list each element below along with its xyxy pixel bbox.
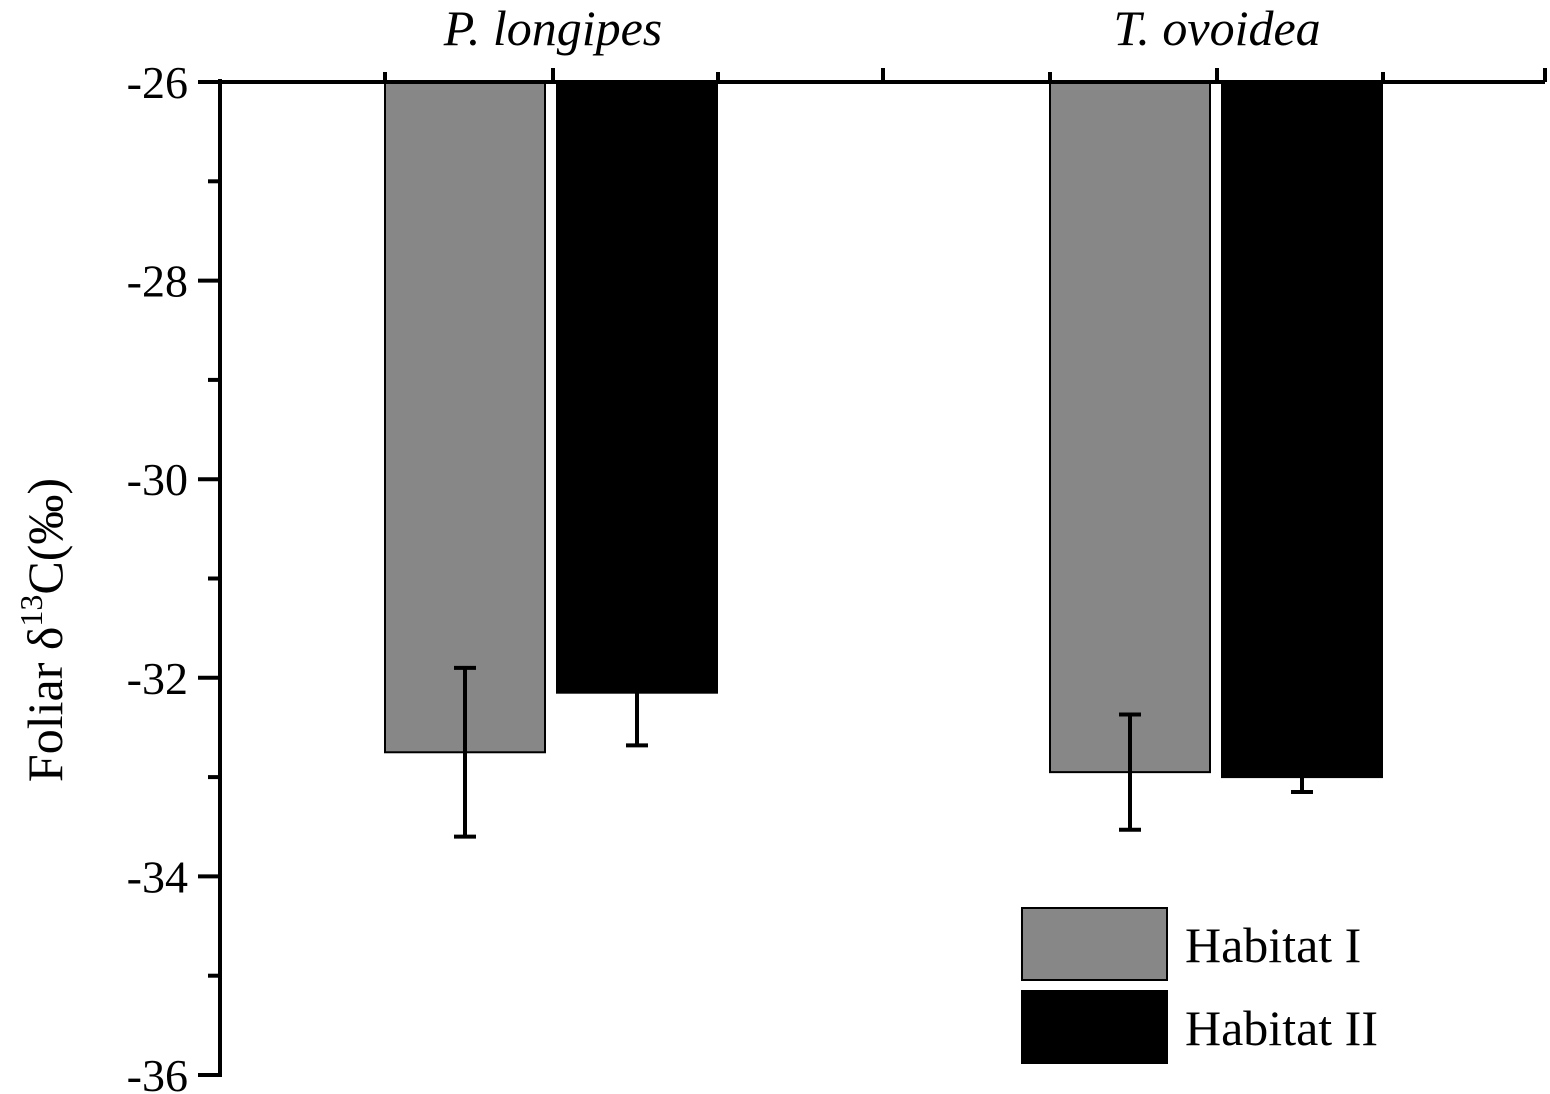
error-bars-layer bbox=[454, 638, 1313, 839]
category-label: P. longipes bbox=[443, 0, 663, 56]
bar-habitat-2-0 bbox=[556, 81, 718, 694]
legend-label: Habitat II bbox=[1185, 1000, 1378, 1056]
legend-label: Habitat I bbox=[1185, 917, 1361, 973]
y-tick-label: -30 bbox=[127, 454, 188, 505]
category-labels: P. longipes T. ovoidea bbox=[443, 0, 1321, 56]
legend-swatch bbox=[1021, 907, 1168, 981]
bars-layer bbox=[384, 81, 1383, 779]
y-axis-label-prefix: Foliar δ bbox=[17, 627, 73, 783]
axes-layer bbox=[198, 68, 1547, 1077]
y-tick-label: -34 bbox=[127, 851, 188, 902]
y-axis-label: Foliar δ13C(‰) bbox=[13, 478, 73, 782]
bar-habitat-2-1 bbox=[1221, 81, 1383, 779]
y-tick-labels: -26 -28 -30 -32 -34 -36 bbox=[127, 57, 188, 1094]
category-label: T. ovoidea bbox=[1113, 0, 1320, 56]
y-axis-label-suffix: C(‰) bbox=[17, 478, 73, 595]
y-tick-label: -36 bbox=[127, 1050, 188, 1094]
y-axis-label-superscript: 13 bbox=[13, 595, 49, 627]
legend-swatch bbox=[1021, 990, 1168, 1064]
y-tick-label: -26 bbox=[127, 57, 188, 108]
bar-habitat-1-0 bbox=[384, 81, 546, 754]
bar-habitat-1-1 bbox=[1049, 81, 1211, 774]
legend: Habitat I Habitat II bbox=[1021, 907, 1378, 1064]
y-tick-label: -32 bbox=[127, 653, 188, 704]
y-tick-label: -28 bbox=[127, 256, 188, 307]
